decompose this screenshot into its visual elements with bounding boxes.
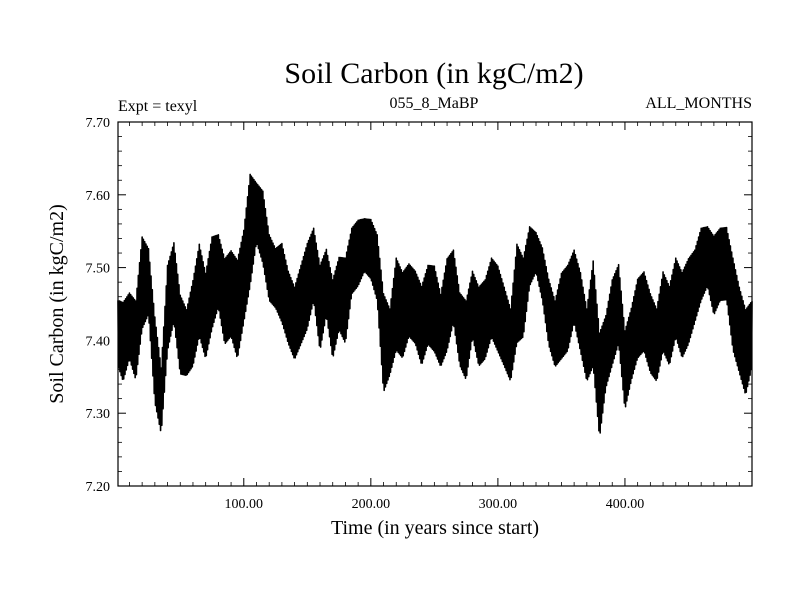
y-tick-label: 7.20	[86, 480, 111, 495]
y-tick-label: 7.40	[86, 334, 111, 349]
y-tick-label: 7.50	[86, 262, 111, 277]
chart-title: Soil Carbon (in kgC/m2)	[284, 57, 583, 90]
x-axis: 100.00 200.00 300.00 400.00	[129, 122, 740, 512]
y-tick-label: 7.70	[86, 116, 111, 131]
x-tick-label: 100.00	[225, 497, 264, 512]
x-tick-label: 200.00	[352, 497, 391, 512]
experiment-label: Expt = texyl	[118, 98, 198, 115]
x-tick-label: 300.00	[479, 497, 518, 512]
y-axis: 7.20 7.30 7.40 7.50 7.60 7.70	[86, 116, 752, 495]
x-axis-label: Time (in years since start)	[331, 517, 539, 539]
y-tick-label: 7.30	[86, 407, 111, 422]
plot-frame	[117, 121, 753, 487]
y-axis-label: Soil Carbon (in kgC/m2)	[46, 204, 68, 403]
x-tick-label: 400.00	[606, 497, 645, 512]
y-tick-label: 7.60	[86, 189, 111, 204]
series-line-soil-carbon	[117, 173, 753, 434]
run-label: 055_8_MaBP	[390, 95, 479, 112]
months-label: ALL_MONTHS	[645, 95, 752, 112]
series-layer	[117, 173, 753, 434]
